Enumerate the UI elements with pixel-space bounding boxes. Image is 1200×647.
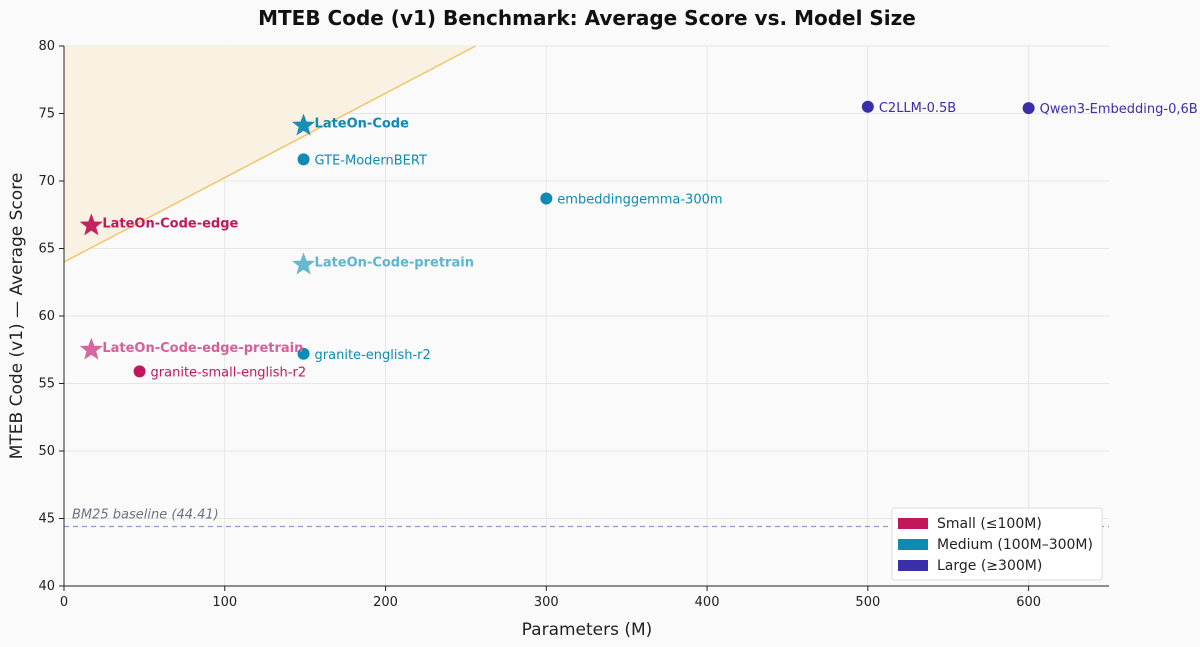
y-tick-label: 60: [38, 309, 55, 324]
data-point-label: granite-small-english-r2: [151, 365, 307, 380]
ticks-layer: 0 100 200 300 400 500 600 40 45 50 55 60 65 70 75 80: [38, 39, 1041, 610]
y-tick-label: 45: [38, 512, 55, 527]
data-point-label: granite-english-r2: [315, 348, 431, 363]
x-tick-label: 300: [534, 595, 559, 610]
grid-layer: [63, 45, 1109, 587]
y-tick-label: 55: [38, 377, 55, 392]
frontier-line: [63, 45, 476, 263]
bm25-baseline-label: BM25 baseline (44.41): [72, 507, 219, 522]
frontier-layer: [63, 45, 476, 263]
x-axis-title: Parameters (M): [522, 620, 653, 640]
baseline-layer: BM25 baseline (44.41): [64, 507, 1109, 528]
chart-title: MTEB Code (v1) Benchmark: Average Score …: [258, 6, 916, 30]
legend-swatch: [898, 560, 928, 571]
data-point-label: LateOn-Code-edge: [102, 217, 238, 232]
data-point-label: GTE-ModernBERT: [315, 153, 427, 168]
y-axis-title: MTEB Code (v1) — Average Score: [7, 173, 27, 460]
x-tick-label: 600: [1016, 595, 1041, 610]
y-tick-label: 80: [38, 39, 55, 54]
data-point-circle: [297, 347, 310, 360]
data-point-star: [291, 113, 316, 136]
y-tick-label: 70: [38, 174, 55, 189]
legend-label: Small (≤100M): [937, 516, 1042, 532]
legend-box: [891, 507, 1103, 581]
data-point-label: Qwen3-Embedding-0,6B: [1040, 102, 1198, 117]
x-tick-label: 400: [695, 595, 720, 610]
data-point-label: embeddinggemma-300m: [557, 193, 722, 208]
legend-label: Medium (100M–300M): [937, 537, 1093, 553]
x-tick-label: 200: [373, 595, 398, 610]
points-layer: LateOn-Code GTE-ModernBERT LateOn-Code-pre…: [79, 100, 1198, 380]
y-tick-label: 65: [38, 242, 55, 257]
x-tick-label: 0: [60, 595, 68, 610]
data-point-label: LateOn-Code-pretrain: [315, 256, 474, 271]
data-point-label: LateOn-Code-edge-pretrain: [102, 341, 303, 356]
data-point-star: [79, 213, 103, 236]
data-point-label: C2LLM-0.5B: [879, 101, 956, 116]
data-point-star: [291, 252, 316, 275]
legend-label: Large (≥300M): [937, 558, 1042, 574]
data-point-circle: [861, 100, 874, 113]
y-tick-label: 50: [38, 444, 55, 459]
legend: Small (≤100M) Medium (100M–300M) Large (≥3…: [891, 507, 1103, 581]
x-tick-label: 500: [855, 595, 880, 610]
y-tick-label: 75: [38, 107, 55, 122]
data-point-label: LateOn-Code: [315, 117, 410, 132]
data-point-circle: [540, 192, 553, 205]
x-tick-label: 100: [212, 595, 237, 610]
data-point-circle: [297, 153, 310, 166]
data-point-star: [79, 337, 103, 360]
legend-swatch: [898, 518, 928, 529]
data-point-circle: [133, 365, 146, 378]
y-tick-label: 40: [38, 579, 55, 594]
data-point-circle: [1022, 102, 1035, 115]
legend-swatch: [898, 539, 928, 550]
